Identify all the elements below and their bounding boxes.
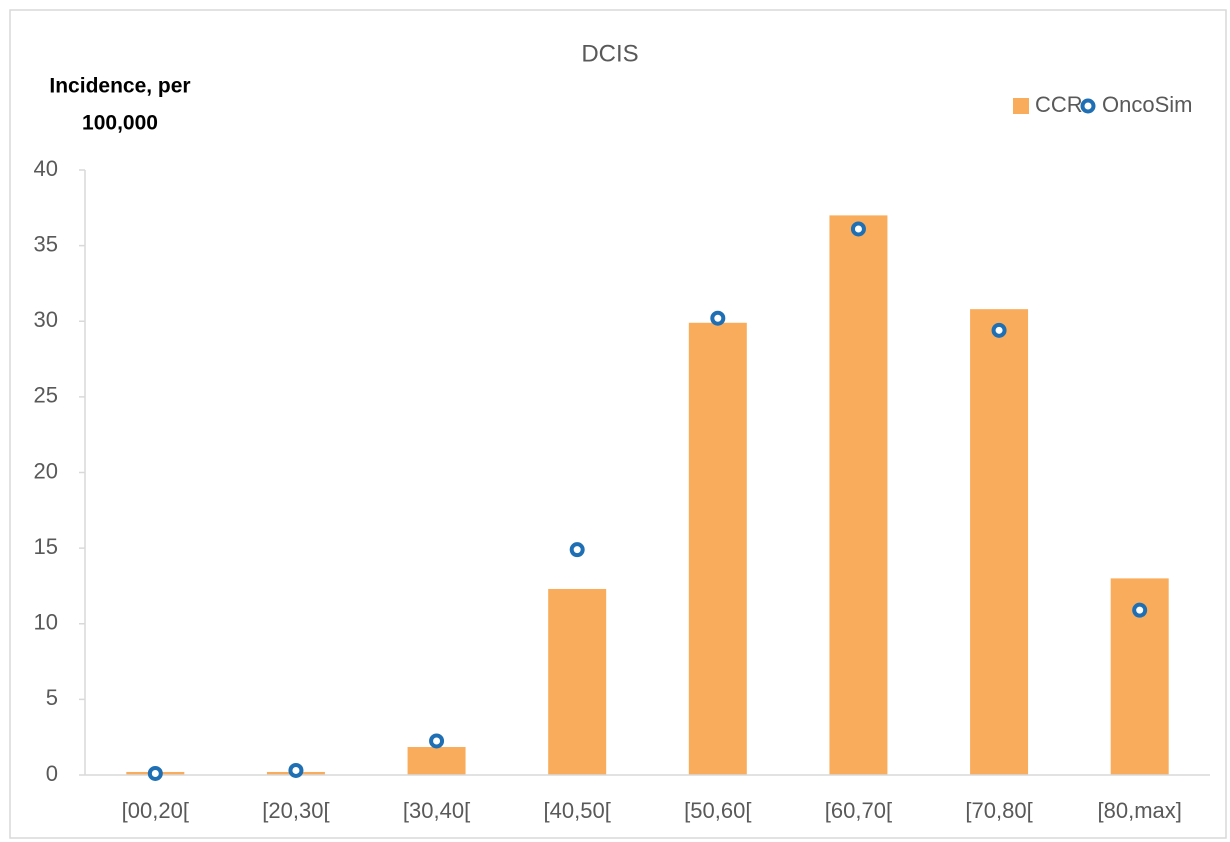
bar [407,747,466,775]
y-axis-label: 100,000 [82,112,158,135]
legend-swatch [1013,98,1029,114]
legend-label: OncoSim [1102,92,1192,117]
y-tick-label: 35 [34,231,58,256]
bar [548,588,607,775]
bar [688,322,747,775]
y-tick-label: 5 [46,685,58,710]
y-tick-label: 15 [34,534,58,559]
y-tick-label: 30 [34,307,58,332]
y-tick-label: 25 [34,383,58,408]
marker [710,310,726,326]
x-tick-label: [50,60[ [684,798,751,823]
legend-swatch [1080,98,1096,114]
marker [991,322,1007,338]
marker [147,765,163,781]
x-tick-label: [40,50[ [544,798,611,823]
marker [288,762,304,778]
x-tick-label: [80,max] [1098,798,1182,823]
y-axis-label: Incidence, per [49,75,190,98]
bar [829,215,888,775]
marker [1132,602,1148,618]
bar [970,309,1029,775]
chart-title: DCIS [581,40,638,67]
chart-frame [9,9,1227,839]
marker [850,221,866,237]
marker [569,542,585,558]
y-tick-label: 20 [34,458,58,483]
legend-label: CCR [1035,92,1083,117]
x-tick-label: [00,20[ [122,798,189,823]
marker [429,733,445,749]
y-tick-label: 10 [34,610,58,635]
x-tick-label: [70,80[ [965,798,1032,823]
x-tick-label: [20,30[ [262,798,329,823]
x-tick-label: [60,70[ [825,798,892,823]
y-tick-label: 40 [34,156,58,181]
x-tick-label: [30,40[ [403,798,470,823]
y-tick-label: 0 [46,761,58,786]
